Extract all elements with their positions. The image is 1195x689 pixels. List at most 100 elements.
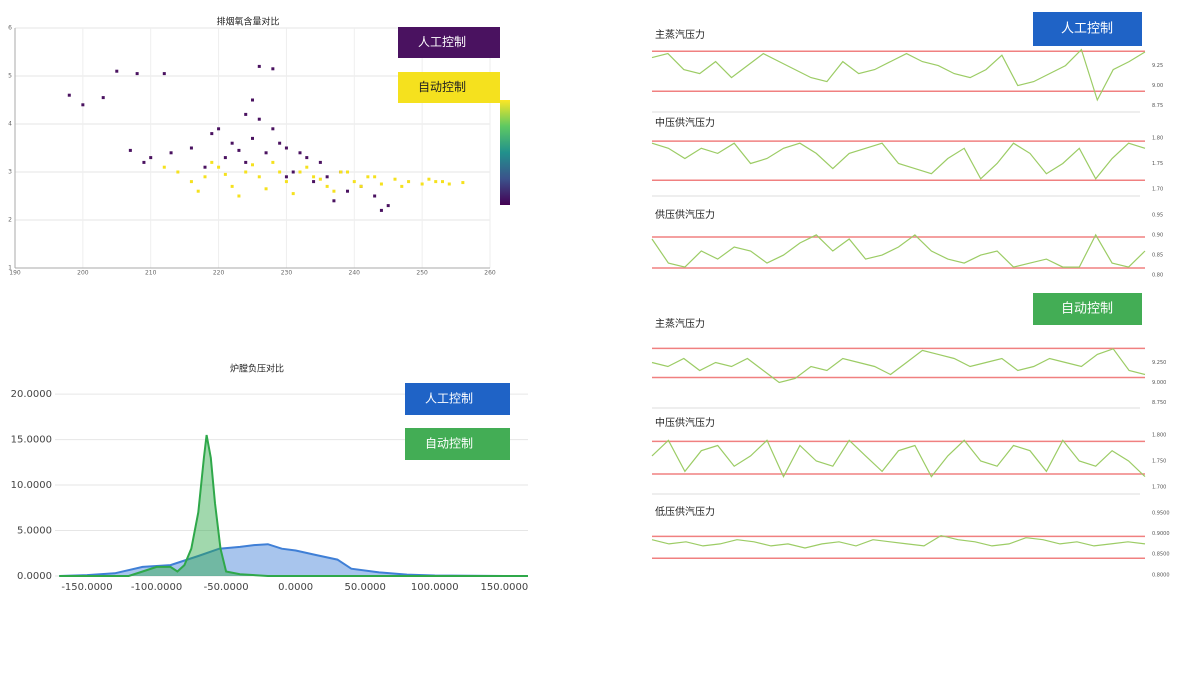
point	[305, 156, 309, 160]
line	[651, 142, 1146, 180]
point	[461, 181, 465, 185]
point	[251, 136, 254, 140]
y-tick-label: 0.8000	[1152, 572, 1170, 578]
y-tick-label: 1.80	[1152, 136, 1163, 142]
point	[271, 127, 275, 131]
point	[223, 172, 227, 176]
point	[379, 208, 383, 212]
point	[359, 184, 363, 188]
y-tick-label: 5	[8, 73, 12, 80]
y-tick-label: 0.9000	[1152, 531, 1170, 537]
x-tick-label: -150.0000	[61, 582, 112, 593]
point	[149, 156, 153, 160]
y-tick-label: 0.80	[1152, 273, 1163, 279]
x-tick-label: 100.0000	[411, 582, 459, 593]
legend-label: 自动控制	[425, 437, 473, 451]
chart-title: 主蒸汽压力	[655, 28, 705, 41]
point	[298, 151, 302, 155]
point	[217, 127, 221, 131]
y-tick-label: 1.70	[1152, 186, 1163, 192]
y-tick-label: 1	[8, 265, 12, 272]
point	[325, 175, 329, 179]
point	[169, 151, 173, 155]
point	[251, 98, 254, 102]
point	[257, 175, 261, 179]
point	[203, 175, 207, 179]
chart-title: 中压供汽压力	[655, 116, 715, 129]
point	[67, 93, 71, 97]
point	[386, 204, 390, 208]
point	[305, 165, 309, 169]
y-tick-label: 9.000	[1152, 380, 1166, 386]
point	[271, 67, 275, 71]
point	[189, 146, 193, 150]
line	[651, 534, 1146, 549]
y-tick-label: 1.750	[1152, 459, 1166, 465]
point	[237, 194, 241, 198]
point	[101, 96, 105, 100]
point	[210, 160, 214, 164]
point	[244, 170, 248, 174]
point	[407, 180, 411, 184]
legend-label: 人工控制	[425, 392, 473, 406]
y-tick-label: 6	[8, 25, 12, 32]
chart-title: 供压供汽压力	[655, 208, 715, 221]
y-tick-label: 0.90	[1152, 232, 1163, 238]
point	[434, 180, 438, 184]
y-tick-label: 1.700	[1152, 484, 1166, 490]
chart-title: 炉膛负压对比	[230, 363, 284, 375]
point	[441, 180, 444, 184]
chart-title: 主蒸汽压力	[655, 317, 705, 330]
chart-title: 低压供汽压力	[655, 505, 715, 518]
panel-label: 自动控制	[1061, 302, 1113, 317]
point	[284, 175, 288, 179]
y-tick-label: 0.95	[1152, 212, 1163, 218]
point	[271, 160, 275, 164]
y-tick-label: 0.8500	[1152, 552, 1170, 558]
y-tick-label: 10.0000	[11, 480, 52, 491]
y-tick-label: 4	[8, 121, 12, 128]
point	[244, 112, 248, 116]
point	[332, 189, 336, 193]
x-tick-label: 50.0000	[345, 582, 386, 593]
point	[81, 103, 85, 107]
point	[318, 160, 322, 164]
panel-label-box	[1033, 293, 1142, 325]
y-tick-label: 8.750	[1152, 400, 1166, 406]
point	[379, 182, 383, 186]
point	[223, 156, 227, 160]
legend-box	[398, 72, 500, 103]
x-tick-label: 260	[484, 270, 496, 277]
line	[651, 348, 1146, 384]
point	[420, 182, 424, 186]
point	[162, 165, 166, 169]
y-tick-label: 9.00	[1152, 83, 1163, 89]
y-tick-label: 0.85	[1152, 253, 1163, 259]
chart-title: 排烟氧含量对比	[216, 16, 279, 28]
legend-label: 自动控制	[418, 80, 466, 94]
point	[230, 141, 234, 145]
density-line	[59, 434, 528, 577]
density-line	[59, 543, 528, 577]
point	[312, 175, 316, 179]
density-area	[59, 544, 529, 576]
x-tick-label: -50.0000	[204, 582, 249, 593]
y-tick-label: 8.75	[1152, 103, 1163, 109]
x-tick-label: -100.0000	[131, 582, 182, 593]
point	[298, 170, 302, 174]
point	[115, 69, 119, 73]
point	[325, 184, 329, 188]
point	[257, 64, 261, 68]
x-tick-label: 0.0000	[278, 582, 313, 593]
point	[251, 163, 254, 167]
y-tick-label: 0.9500	[1152, 510, 1170, 516]
point	[332, 199, 336, 203]
point	[352, 180, 356, 184]
point	[284, 146, 288, 150]
point	[318, 177, 322, 181]
y-tick-label: 5.0000	[17, 526, 52, 537]
point	[210, 132, 214, 136]
y-tick-label: 9.250	[1152, 360, 1166, 366]
point	[189, 180, 193, 184]
